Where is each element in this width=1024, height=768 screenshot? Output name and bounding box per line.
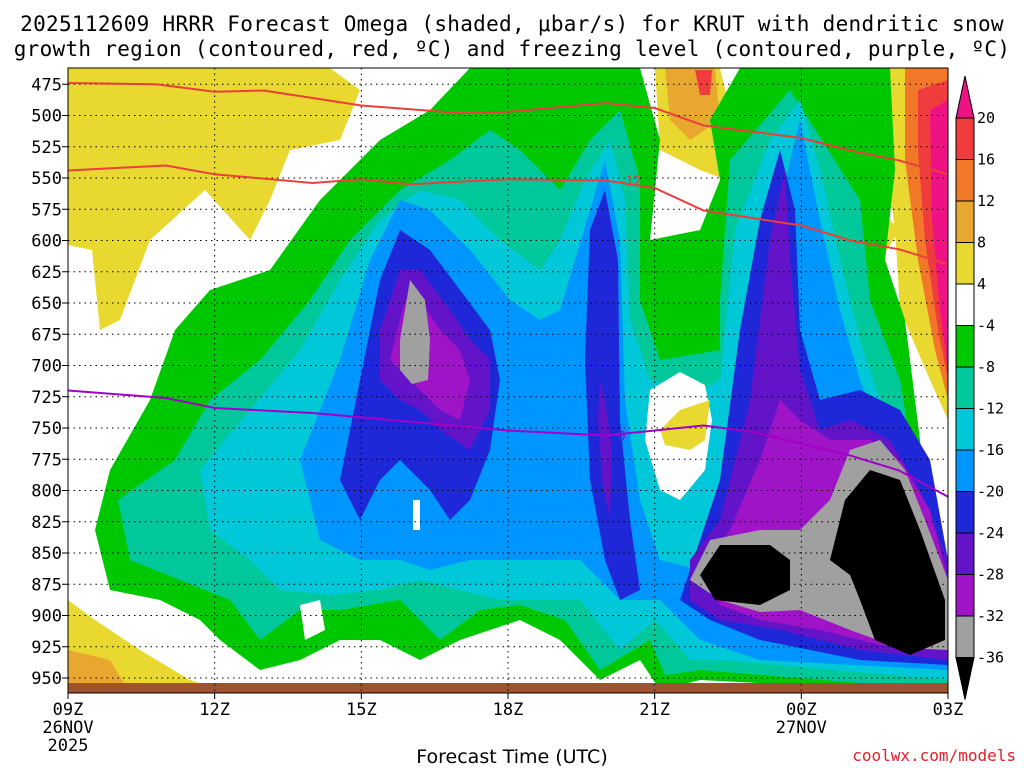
x-tick-date: 27NOV (776, 718, 827, 738)
y-tick-label: 600 (31, 232, 62, 252)
y-tick-label: 475 (31, 75, 62, 95)
y-tick-label: 700 (31, 357, 62, 377)
colorbar-band (955, 408, 975, 451)
colorbar-top-arrow (955, 75, 975, 119)
colorbar-tick-label: -12 (977, 400, 1004, 418)
dendritic-bottom-label: -12 (618, 175, 641, 190)
colorbar-band (955, 325, 975, 368)
x-tick-label: 09Z (53, 700, 84, 720)
freezing-level-contour (67, 389, 949, 498)
colorbar-tick-label: -4 (977, 317, 995, 335)
y-tick-label: 525 (31, 138, 62, 158)
colorbar-band (955, 159, 975, 202)
y-tick-label: 775 (31, 450, 62, 470)
y-tick-label: 950 (31, 669, 62, 689)
colorbar-band (955, 366, 975, 409)
dendritic-top-contour (67, 82, 949, 176)
colorbar-band (955, 283, 975, 326)
y-tick-label: 800 (31, 482, 62, 502)
credit-link[interactable]: coolwx.com/models (852, 746, 1016, 765)
colorbar-tick-label: -20 (977, 483, 1004, 501)
y-tick-label: 650 (31, 294, 62, 314)
chart-title-line1: 2025112609 HRRR Forecast Omega (shaded, … (20, 12, 1004, 36)
x-tick-label: 21Z (639, 700, 670, 720)
omega-shading (68, 68, 948, 693)
colorbar-tick-label: -24 (977, 524, 1004, 542)
y-tick-label: 625 (31, 263, 62, 283)
colorbar-band (955, 615, 975, 658)
colorbar-band (955, 200, 975, 243)
x-tick-label: 12Z (199, 700, 230, 720)
colorbar-band (955, 117, 975, 160)
colorbar-band (955, 574, 975, 617)
y-tick-label: 550 (31, 169, 62, 189)
y-tick-label: 500 (31, 107, 62, 127)
y-tick-label: 675 (31, 325, 62, 345)
colorbar-bottom-arrow (955, 657, 975, 700)
x-tick-label: 15Z (346, 700, 377, 720)
y-tick-label: 750 (31, 419, 62, 439)
colorbar-tick-label: -8 (977, 358, 995, 376)
colorbar-tick-label: -28 (977, 566, 1004, 584)
y-tick-label: 725 (31, 388, 62, 408)
chart-title-line2: growth region (contoured, red, ºC) and f… (13, 37, 1011, 61)
y-tick-label: 925 (31, 638, 62, 658)
freezing-level-label: 0 (618, 430, 626, 445)
x-tick-label: 03Z (933, 700, 964, 720)
y-tick-label: 850 (31, 544, 62, 564)
grid-lines (68, 68, 948, 693)
contour-lines: -12 0 (67, 82, 949, 498)
colorbar-band (955, 532, 975, 575)
y-axis: 475 500 525 550 575 600 625 650 675 700 725 750 775 8… (31, 75, 68, 689)
colorbar-tick-label: -36 (977, 649, 1004, 667)
x-tick-label: 00Z (786, 700, 817, 720)
colorbar-tick-label: 20 (977, 109, 995, 127)
colorbar-band (955, 449, 975, 492)
colorbar: 20 16 12 8 4 -4 -8 -12 -16 -20 -24 -28 -32 -36 (955, 75, 1004, 700)
y-tick-label: 575 (31, 200, 62, 220)
dendritic-bottom-contour (67, 164, 949, 266)
colorbar-tick-label: -32 (977, 607, 1004, 625)
x-tick-date: 26NOV (42, 718, 93, 738)
colorbar-band (955, 491, 975, 534)
x-axis-title: Forecast Time (UTC) (416, 746, 608, 768)
colorbar-tick-label: 16 (977, 151, 995, 169)
colorbar-band (955, 242, 975, 285)
colorbar-tick-label: 8 (977, 234, 986, 252)
y-tick-label: 825 (31, 513, 62, 533)
colorbar-tick-label: -16 (977, 441, 1004, 459)
y-tick-label: 900 (31, 607, 62, 627)
x-tick-label: 18Z (493, 700, 524, 720)
colorbar-tick-label: 4 (977, 275, 986, 293)
x-tick-year: 2025 (48, 736, 89, 756)
y-tick-label: 875 (31, 575, 62, 595)
colorbar-tick-label: 12 (977, 192, 995, 210)
